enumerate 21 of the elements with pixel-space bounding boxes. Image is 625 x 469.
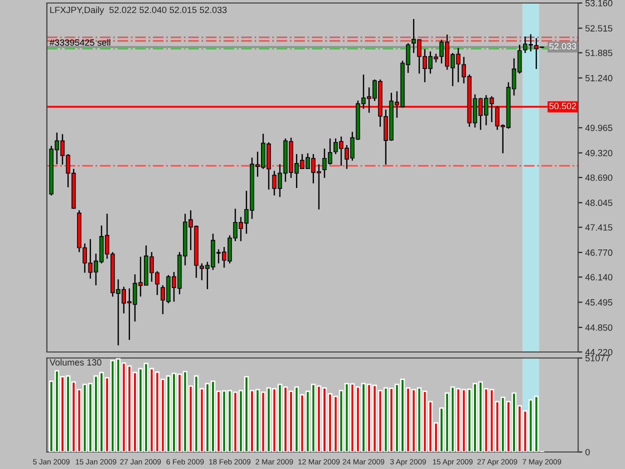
y-tick-label: 51077 bbox=[585, 354, 610, 362]
ref-line-label: 52.033 bbox=[549, 43, 576, 50]
y-tick-label: 53.160 bbox=[585, 0, 612, 6]
y-tick-label: 52.515 bbox=[585, 25, 612, 32]
y-tick-label: 0 bbox=[585, 448, 590, 456]
y-tick-label: 46.140 bbox=[585, 274, 612, 280]
y-tick-label: 49.320 bbox=[585, 150, 612, 156]
y-tick-label: 44.850 bbox=[585, 324, 612, 331]
y-tick-label: 44.220 bbox=[585, 348, 612, 356]
y-tick-label: 51.240 bbox=[585, 74, 612, 82]
ref-line-label: #33395425 sell bbox=[50, 39, 110, 46]
ref-line-label: 50.502 bbox=[549, 102, 576, 110]
y-tick-label: 48.690 bbox=[585, 174, 612, 181]
y-tick-label: 45.495 bbox=[585, 299, 612, 306]
y-tick-label: 46.770 bbox=[585, 249, 612, 256]
chart-title: Volumes 130 bbox=[50, 358, 102, 366]
y-tick-label: 47.415 bbox=[585, 224, 612, 231]
y-tick-label: 48.045 bbox=[585, 200, 612, 206]
y-tick-label: 49.965 bbox=[585, 124, 612, 132]
y-tick-label: 51.885 bbox=[585, 50, 612, 56]
chart-title: LFXJPY,Daily 52.022 52.040 52.015 52.033 bbox=[50, 6, 227, 15]
